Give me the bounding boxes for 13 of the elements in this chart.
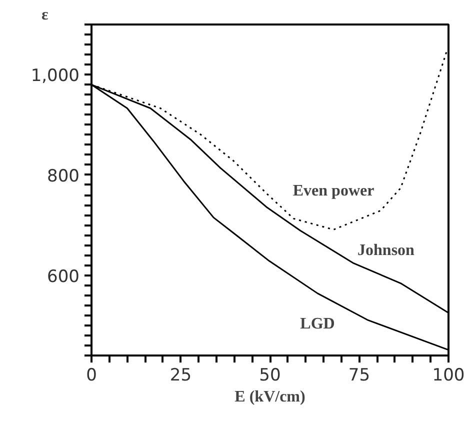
x-tick-label: 0 (86, 366, 97, 386)
x-axis-title: E (kV/cm) (234, 388, 306, 406)
series-label: Johnson (358, 242, 415, 260)
x-tick-label: 100 (432, 366, 465, 386)
y-axis-title: ε (42, 6, 48, 24)
series-label: Even power (292, 182, 374, 200)
series-label: LGD (300, 315, 335, 332)
x-tick-label: 25 (170, 366, 192, 386)
y-tick-label: 600 (47, 266, 80, 287)
y-tick-label: 1,000 (30, 66, 80, 86)
x-tick-label: 75 (348, 366, 370, 386)
x-tick-label: 50 (259, 366, 281, 386)
y-tick-label: 800 (47, 166, 80, 186)
